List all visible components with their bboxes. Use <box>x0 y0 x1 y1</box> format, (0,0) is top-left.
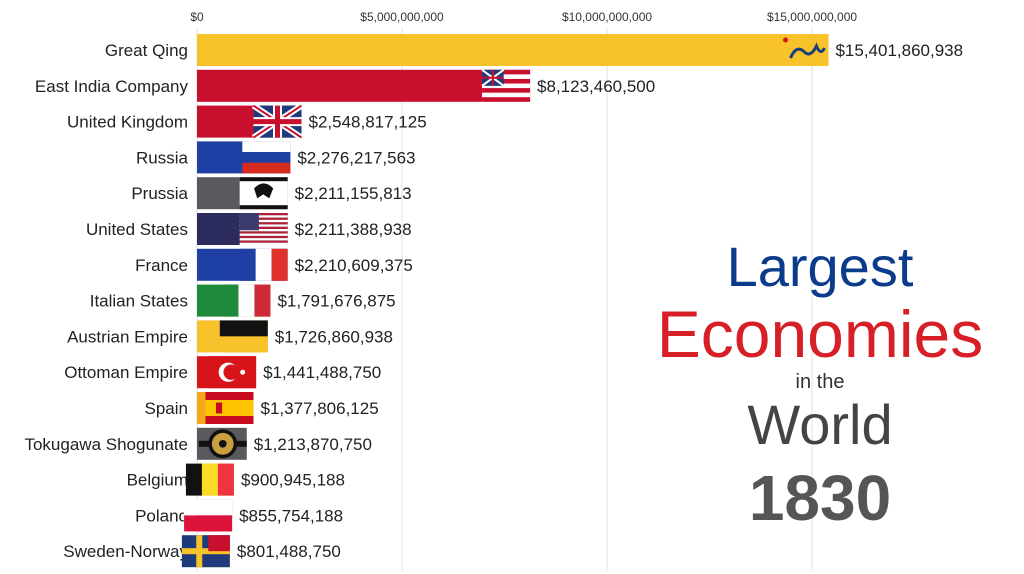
poland-flag-icon <box>184 499 233 532</box>
category-label: Tokugawa Shogunate <box>24 435 188 454</box>
bar <box>197 34 829 66</box>
belgium-flag-icon <box>185 463 234 496</box>
category-label: East India Company <box>35 77 189 96</box>
eic-flag-icon <box>481 68 531 102</box>
tokugawa-crest-icon <box>198 429 247 459</box>
category-label: France <box>135 256 188 275</box>
us-flag-icon <box>239 213 288 245</box>
bar-row: France $2,210,609,375 <box>135 248 413 281</box>
bar-row: Great Qing $15,401,860,938 <box>105 34 963 66</box>
x-tick-label: $0 <box>190 10 204 24</box>
category-label: United States <box>86 220 188 239</box>
title-world: World <box>747 393 893 456</box>
bar-row: Austrian Empire $1,726,860,938 <box>67 320 393 353</box>
category-label: Belgium <box>127 471 188 490</box>
category-label: Sweden-Norway <box>63 542 188 561</box>
value-label: $2,211,155,813 <box>295 184 412 203</box>
ottoman-flag-icon <box>208 356 257 389</box>
value-label: $1,726,860,938 <box>275 327 393 346</box>
value-label: $1,213,870,750 <box>254 435 372 454</box>
bars: Great Qing $15,401,860,938 East India Comp… <box>24 34 963 568</box>
value-label: $2,211,388,938 <box>295 220 412 239</box>
bar-row: Ottoman Empire $1,441,488,750 <box>64 356 381 389</box>
value-label: $2,548,817,125 <box>309 113 427 132</box>
bar-row: Russia $2,276,217,563 <box>136 141 415 174</box>
prussia-flag-icon <box>239 177 288 210</box>
bar-row: United Kingdom $2,548,817,125 <box>67 103 427 141</box>
value-label: $855,754,188 <box>239 506 343 525</box>
category-label: Poland <box>135 506 188 525</box>
bar-row: East India Company $8,123,460,500 <box>35 68 655 102</box>
union-jack-icon <box>251 103 304 141</box>
bar-row: Italian States $1,791,676,875 <box>90 284 396 317</box>
chart-title-block: Largest Economies in the World 1830 <box>620 236 1020 540</box>
bar-row: Tokugawa Shogunate $1,213,870,750 <box>24 427 372 460</box>
category-label: Italian States <box>90 292 188 311</box>
france-flag-icon <box>239 248 288 281</box>
value-label: $1,377,806,125 <box>260 399 378 418</box>
bar-row: Prussia $2,211,155,813 <box>131 177 412 210</box>
category-label: Russia <box>136 148 189 167</box>
x-tick-label: $15,000,000,000 <box>767 10 857 24</box>
category-label: United Kingdom <box>67 113 188 132</box>
category-label: Ottoman Empire <box>64 363 188 382</box>
value-label: $2,210,609,375 <box>295 256 413 275</box>
title-largest: Largest <box>726 235 914 298</box>
austria-flag-icon <box>219 320 268 353</box>
category-label: Prussia <box>131 184 188 203</box>
value-label: $2,276,217,563 <box>297 148 415 167</box>
bar-row: United States $2,211,388,938 <box>86 213 412 245</box>
spain-flag-icon <box>205 392 254 424</box>
x-axis-ticks: $0 $5,000,000,000 $10,000,000,000 $15,000,0… <box>190 10 857 24</box>
bar-row: Sweden-Norway $801,488,750 <box>63 535 341 568</box>
value-label: $900,945,188 <box>241 471 345 490</box>
title-year: 1830 <box>748 462 892 534</box>
category-label: Austrian Empire <box>67 327 188 346</box>
qing-dragon-flag-icon <box>780 34 829 66</box>
bar <box>197 69 531 102</box>
x-tick-label: $10,000,000,000 <box>562 10 652 24</box>
value-label: $1,441,488,750 <box>263 363 381 382</box>
title-economies: Economies <box>656 297 984 371</box>
category-label: Spain <box>145 399 188 418</box>
title-in-the: in the <box>795 371 845 393</box>
bar-row: Spain $1,377,806,125 <box>145 392 379 424</box>
russia-flag-icon <box>242 141 291 174</box>
value-label: $801,488,750 <box>237 542 341 561</box>
italy-flag-icon <box>222 284 271 317</box>
value-label: $1,791,676,875 <box>277 292 395 311</box>
bar-row: Belgium $900,945,188 <box>127 463 345 496</box>
x-tick-label: $5,000,000,000 <box>360 10 444 24</box>
value-label: $8,123,460,500 <box>537 77 655 96</box>
category-label: Great Qing <box>105 41 188 60</box>
value-label: $15,401,860,938 <box>835 41 963 60</box>
sweden-norway-flag-icon <box>181 535 230 568</box>
bar-row: Poland $855,754,188 <box>135 499 343 532</box>
